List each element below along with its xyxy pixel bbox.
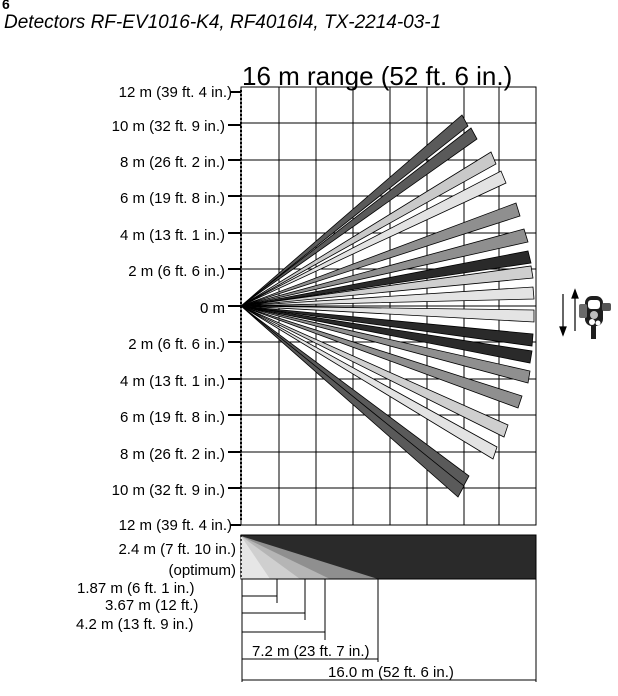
- beam: [240, 305, 465, 498]
- y-label: 8 m (26 ft. 2 in.): [120, 446, 225, 463]
- distance-label: 16.0 m (52 ft. 6 in.): [328, 664, 454, 681]
- distance-label: 1.87 m (6 ft. 1 in.): [77, 580, 195, 597]
- beam: [240, 305, 534, 347]
- y-label: 6 m (19 ft. 8 in.): [120, 409, 225, 426]
- beam: [240, 250, 532, 307]
- distance-label: 7.2 m (23 ft. 7 in.): [252, 643, 370, 660]
- y-label: 8 m (26 ft. 2 in.): [120, 154, 225, 171]
- y-label: 2 m (6 ft. 6 in.): [128, 263, 225, 280]
- side-view-labels: 2.4 m (7 ft. 10 in.) (optimum): [118, 541, 236, 579]
- y-label: 6 m (19 ft. 8 in.): [120, 190, 225, 207]
- beam: [240, 305, 509, 438]
- y-label: 12 m (39 ft. 4 in.): [119, 517, 232, 534]
- distance-label: 4.2 m (13 ft. 9 in.): [76, 616, 194, 633]
- y-label: 10 m (32 ft. 9 in.): [112, 118, 225, 135]
- side-view: [240, 534, 537, 580]
- y-label: 10 m (32 ft. 9 in.): [112, 482, 225, 499]
- subtitle: Detectors RF-EV1016-K4, RF4016I4, TX-221…: [4, 12, 442, 33]
- distance-dimensions: [241, 579, 537, 682]
- beam: [240, 305, 531, 384]
- beam: [240, 305, 523, 409]
- beam: [240, 114, 469, 307]
- beam: [240, 265, 534, 307]
- distance-label: 3.67 m (12 ft.): [105, 597, 198, 614]
- y-axis-ticks: [228, 91, 241, 526]
- beam: [240, 305, 498, 460]
- up-down-arrows-icon: [559, 288, 579, 337]
- beam: [240, 228, 529, 307]
- beam: [240, 127, 478, 307]
- range-title: 16 m range (52 ft. 6 in.): [242, 61, 512, 91]
- y-axis-labels: 12 m (39 ft. 4 in.) 10 m (32 ft. 9 in.) …: [112, 84, 232, 534]
- height-label: 2.4 m (7 ft. 10 in.): [118, 541, 236, 558]
- y-label: 0 m: [200, 300, 225, 317]
- height-note: (optimum): [168, 562, 236, 579]
- y-label: 2 m (6 ft. 6 in.): [128, 336, 225, 353]
- y-label: 4 m (13 ft. 1 in.): [120, 227, 225, 244]
- page-number: 6: [2, 0, 10, 12]
- coverage-grid: [240, 86, 537, 526]
- beam: [240, 305, 533, 364]
- y-label: 12 m (39 ft. 4 in.): [119, 84, 232, 101]
- beam: [240, 170, 507, 307]
- beam: [240, 151, 497, 307]
- beam: [240, 202, 521, 307]
- distance-labels: 1.87 m (6 ft. 1 in.) 3.67 m (12 ft.) 4.2…: [76, 580, 454, 681]
- beam: [240, 305, 535, 323]
- detector-icon: [579, 296, 611, 339]
- y-label: 4 m (13 ft. 1 in.): [120, 373, 225, 390]
- beam-fan: [240, 114, 535, 498]
- beam: [240, 286, 535, 307]
